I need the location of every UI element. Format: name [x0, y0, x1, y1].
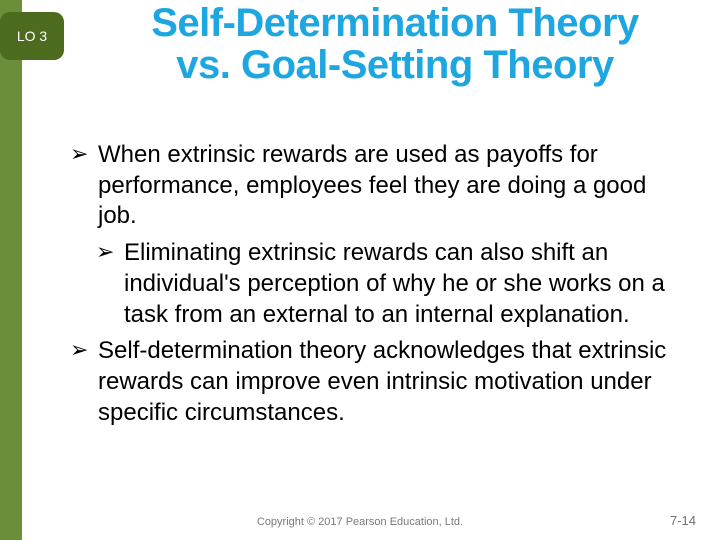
- bullet-item: Eliminating extrinsic rewards can also s…: [96, 238, 690, 330]
- title-line-1: Self-Determination Theory: [90, 2, 700, 44]
- left-stripe: [0, 0, 22, 540]
- title-line-2: vs. Goal-Setting Theory: [90, 44, 700, 86]
- lo-badge-text: LO 3: [17, 28, 47, 44]
- copyright-text: Copyright © 2017 Pearson Education, Ltd.: [0, 516, 720, 528]
- bullet-item: Self-determination theory acknowledges t…: [70, 336, 690, 428]
- bullet-item: When extrinsic rewards are used as payof…: [70, 140, 690, 232]
- page-number: 7-14: [670, 513, 696, 528]
- slide-title: Self-Determination Theory vs. Goal-Setti…: [90, 2, 700, 86]
- lo-badge: LO 3: [0, 12, 64, 60]
- body-content: When extrinsic rewards are used as payof…: [70, 140, 690, 434]
- slide: LO 3 Self-Determination Theory vs. Goal-…: [0, 0, 720, 540]
